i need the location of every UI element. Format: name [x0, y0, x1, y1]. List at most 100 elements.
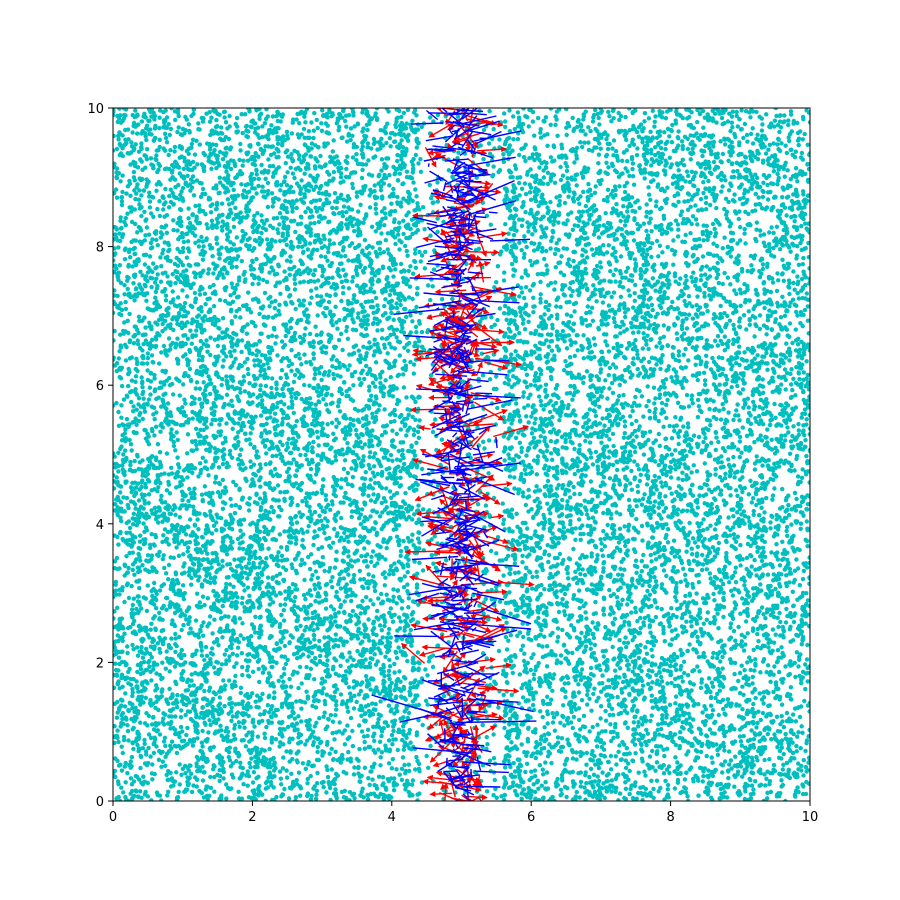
scatter-point: [181, 382, 186, 387]
scatter-point: [652, 410, 657, 415]
scatter-point: [801, 255, 806, 261]
scatter-point: [517, 180, 522, 186]
scatter-point: [722, 348, 727, 353]
scatter-point: [189, 341, 194, 346]
scatter-point: [593, 413, 599, 419]
scatter-point: [737, 344, 742, 349]
scatter-point: [295, 446, 301, 452]
scatter-point: [589, 752, 594, 757]
scatter-point: [741, 201, 746, 207]
scatter-point: [256, 275, 261, 280]
scatter-point: [257, 462, 263, 467]
scatter-point: [534, 472, 539, 477]
scatter-point: [320, 484, 326, 489]
scatter-point: [704, 264, 709, 269]
scatter-point: [622, 752, 627, 757]
scatter-point: [784, 583, 789, 589]
scatter-point: [618, 294, 624, 299]
scatter-point: [206, 730, 211, 735]
scatter-point: [394, 767, 399, 772]
scatter-point: [387, 657, 392, 663]
scatter-point: [295, 656, 300, 661]
scatter-point: [520, 695, 526, 700]
scatter-point: [509, 692, 514, 698]
scatter-point: [325, 502, 331, 508]
scatter-point: [397, 340, 403, 345]
scatter-point: [300, 543, 305, 548]
scatter-point: [538, 371, 544, 377]
scatter-point: [115, 605, 120, 610]
scatter-point: [373, 360, 379, 365]
scatter-point: [283, 661, 289, 667]
scatter-point: [661, 424, 666, 429]
scatter-point: [598, 716, 603, 721]
scatter-point: [545, 181, 550, 187]
scatter-point: [656, 431, 661, 437]
scatter-point: [502, 311, 507, 316]
scatter-point: [167, 132, 172, 138]
scatter-point: [538, 398, 543, 404]
scatter-point: [234, 235, 239, 240]
scatter-point: [231, 584, 236, 589]
scatter-point: [779, 756, 784, 761]
scatter-point: [418, 157, 423, 162]
scatter-point: [636, 724, 641, 729]
scatter-point: [644, 228, 649, 234]
scatter-point: [404, 314, 409, 320]
scatter-point: [542, 256, 547, 262]
scatter-point: [356, 209, 361, 214]
scatter-point: [734, 291, 739, 297]
scatter-point: [297, 356, 302, 361]
scatter-point: [789, 367, 794, 372]
scatter-point: [661, 668, 667, 673]
scatter-point: [772, 614, 777, 620]
scatter-point: [250, 281, 255, 287]
scatter-point: [128, 765, 133, 770]
scatter-point: [704, 567, 710, 572]
scatter-point: [238, 633, 243, 638]
scatter-point: [350, 223, 355, 229]
scatter-point: [327, 751, 332, 756]
scatter-point: [293, 795, 299, 800]
scatter-point: [673, 701, 678, 706]
scatter-point: [684, 790, 689, 795]
scatter-point: [611, 245, 616, 251]
scatter-point: [320, 349, 325, 355]
scatter-point: [553, 400, 559, 406]
scatter-point: [590, 724, 595, 730]
scatter-point: [613, 776, 618, 782]
scatter-point: [362, 746, 367, 751]
scatter-point: [522, 651, 527, 656]
scatter-point: [713, 338, 718, 343]
scatter-point: [113, 661, 118, 666]
scatter-point: [732, 192, 737, 197]
scatter-point: [456, 150, 461, 155]
scatter-point: [153, 424, 159, 429]
scatter-point: [578, 571, 583, 577]
scatter-point: [279, 553, 285, 558]
scatter-point: [701, 439, 706, 445]
scatter-point: [415, 798, 420, 801]
scatter-point: [122, 219, 127, 225]
scatter-point: [208, 335, 213, 340]
scatter-point: [687, 715, 692, 720]
scatter-point: [301, 530, 306, 536]
scatter-point: [732, 475, 737, 480]
scatter-point: [576, 690, 582, 695]
scatter-point: [346, 258, 351, 263]
scatter-point: [489, 587, 494, 593]
scatter-point: [125, 728, 131, 734]
scatter-point: [195, 162, 200, 167]
scatter-point: [120, 173, 125, 178]
scatter-point: [755, 631, 760, 637]
scatter-point: [239, 738, 244, 743]
scatter-point: [260, 184, 265, 189]
scatter-point: [358, 577, 363, 582]
scatter-point: [312, 376, 317, 381]
scatter-point: [113, 355, 116, 360]
scatter-point: [236, 430, 241, 435]
scatter-point: [796, 664, 801, 669]
scatter-point: [265, 180, 271, 186]
scatter-point: [413, 678, 418, 683]
scatter-point: [622, 184, 627, 189]
